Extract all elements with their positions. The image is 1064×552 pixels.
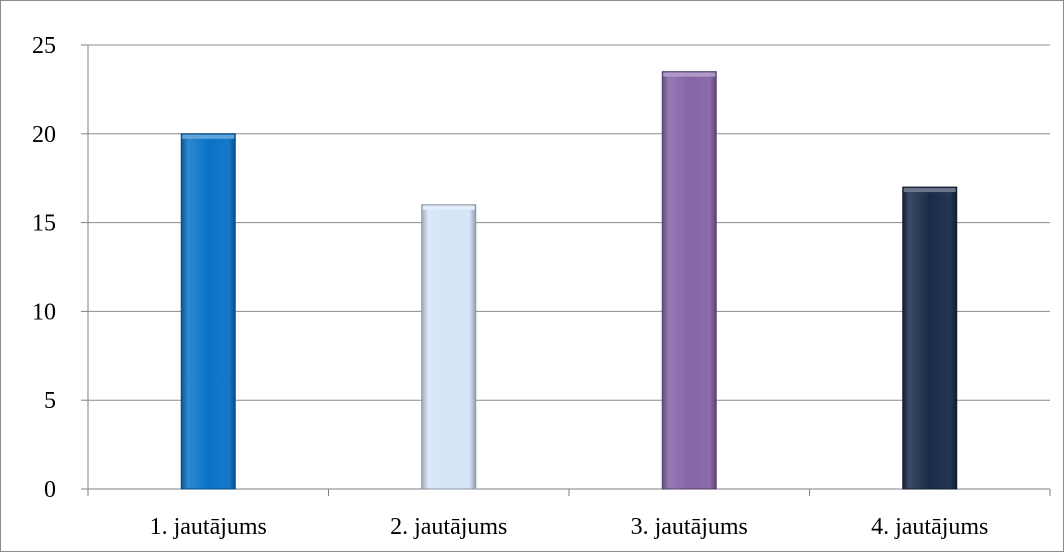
x-tick-label: 4. jautājums <box>871 514 988 540</box>
bar <box>421 204 477 490</box>
bars <box>180 71 958 490</box>
bar <box>661 71 717 490</box>
y-tick-label: 5 <box>44 388 56 414</box>
y-tick-label: 0 <box>44 477 56 503</box>
x-axis-tick-labels: 1. jautājums 2. jautājums 3. jautājums 4. j… <box>150 514 989 540</box>
y-tick-label: 10 <box>32 299 56 325</box>
gridlines <box>88 44 1050 401</box>
x-tick-label: 3. jautājums <box>631 514 748 540</box>
bar-highlight <box>182 134 235 139</box>
x-tick-label: 2. jautājums <box>390 514 507 540</box>
axes <box>81 44 1051 496</box>
bar-highlight <box>903 188 956 193</box>
bar-highlight <box>663 72 716 77</box>
y-tick-label: 25 <box>32 33 56 59</box>
x-tick-label: 1. jautājums <box>150 514 267 540</box>
y-tick-label: 20 <box>32 122 56 148</box>
y-tick-label: 15 <box>32 211 56 237</box>
bar <box>902 186 958 490</box>
y-axis-tick-labels: 0 5 10 15 20 25 <box>32 33 56 503</box>
bar-highlight <box>422 205 475 210</box>
bar <box>180 133 236 490</box>
